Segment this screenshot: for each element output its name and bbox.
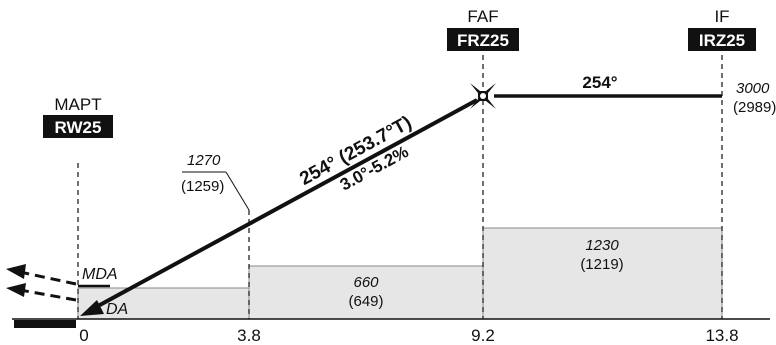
obstacle-block-paren-1: (649) bbox=[348, 293, 383, 310]
step-altitude: 1270 bbox=[187, 152, 221, 169]
step-altitude-paren: (1259) bbox=[181, 178, 224, 195]
distance-label-3.8: 3.8 bbox=[237, 326, 261, 345]
mapt-role-label: MAPT bbox=[54, 95, 101, 114]
da-label: DA bbox=[106, 301, 128, 318]
maltese-cross-icon bbox=[470, 83, 496, 109]
runway-bar bbox=[14, 320, 76, 328]
obstacle-block-9.2-13.8 bbox=[482, 227, 723, 320]
fix-reference-lines bbox=[77, 55, 723, 319]
if-altitude: 3000 bbox=[736, 80, 770, 97]
missed-arrowhead-lower bbox=[6, 283, 26, 297]
obstacle-block-paren-2: (1219) bbox=[580, 256, 623, 273]
distance-label-0: 0 bbox=[79, 326, 88, 345]
missed-arrowhead-upper bbox=[6, 264, 26, 279]
if-altitude-paren: (2989) bbox=[733, 99, 776, 116]
faf-ident-label: FRZ25 bbox=[457, 31, 509, 50]
faf-ident-box bbox=[447, 28, 519, 51]
if-role-label: IF bbox=[714, 7, 729, 26]
distance-label-13.8: 13.8 bbox=[705, 326, 738, 345]
step-altitude-leader bbox=[225, 171, 250, 211]
final-descent-path bbox=[80, 98, 478, 316]
obstacle-block-3.8-9.2 bbox=[248, 265, 484, 320]
descent-arrowhead bbox=[80, 300, 104, 316]
if-ident-box bbox=[688, 28, 756, 51]
mapt-ident-box bbox=[43, 115, 113, 138]
if-ident-label: IRZ25 bbox=[699, 31, 745, 50]
intermediate-course-label: 254° bbox=[582, 73, 617, 92]
faf-role-label: FAF bbox=[467, 7, 498, 26]
mapt-ident-label: RW25 bbox=[55, 118, 102, 137]
mda-label: MDA bbox=[82, 266, 118, 283]
obstacle-block-value-1: 660 bbox=[353, 274, 379, 291]
missed-approach-arrows bbox=[19, 270, 77, 302]
distance-label-9.2: 9.2 bbox=[471, 326, 495, 345]
obstacle-clearance-blocks bbox=[77, 227, 723, 320]
obstacle-block-value-2: 1230 bbox=[585, 237, 619, 254]
